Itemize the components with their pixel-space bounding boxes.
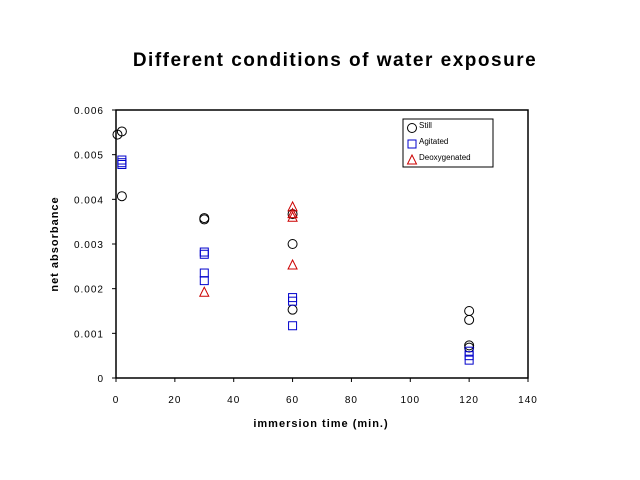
data-point-still — [199, 214, 210, 225]
data-point-deoxygenated — [287, 258, 298, 270]
y-tick-label: 0.002 — [74, 285, 104, 296]
y-tick-label: 0.003 — [74, 240, 104, 251]
x-tick-label: 140 — [518, 395, 538, 406]
legend-label-deoxygenated: Deoxygenated — [419, 153, 471, 162]
data-point-agitated — [199, 249, 209, 259]
y-axis: 0 0.001 0.002 0.003 0.004 0.005 0.006 — [74, 106, 116, 385]
x-tick-label: 40 — [227, 395, 240, 406]
data-point-still — [464, 306, 475, 316]
legend-label-agitated: Agitated — [419, 137, 448, 146]
y-tick-label: 0.001 — [74, 329, 104, 340]
legend-label-still: Still — [419, 121, 432, 130]
data-point-agitated — [199, 276, 209, 286]
x-tick-label: 60 — [286, 395, 299, 406]
x-axis-label: immersion time (min.) — [253, 418, 388, 430]
data-point-deoxygenated — [198, 286, 210, 297]
x-tick-label: 120 — [459, 395, 479, 406]
x-tick-label: 100 — [400, 395, 420, 406]
data-point-still — [464, 340, 475, 351]
data-point-agitated — [464, 355, 474, 365]
y-tick-label: 0.004 — [74, 195, 104, 206]
data-point-still — [287, 304, 298, 315]
data-point-agitated — [199, 247, 209, 257]
data-point-still — [116, 126, 127, 137]
legend-marker-agitated — [407, 139, 417, 149]
y-tick-label: 0.006 — [74, 106, 104, 117]
legend: Still Agitated Deoxygenated — [402, 118, 494, 168]
legend-marker-still — [407, 123, 417, 133]
x-tick-label: 20 — [168, 395, 181, 406]
data-point-still — [287, 239, 298, 249]
data-point-agitated — [199, 268, 209, 278]
data-point-agitated — [117, 158, 127, 168]
y-tick-label: 0.005 — [74, 151, 104, 162]
data-points — [112, 126, 475, 365]
chart-title: Different conditions of water exposure — [133, 50, 537, 71]
data-point-still — [116, 191, 127, 202]
data-point-deoxygenated — [287, 200, 298, 212]
legend-marker-deoxygenated — [406, 153, 418, 165]
y-axis-label: net absorbance — [49, 196, 61, 291]
x-tick-label: 80 — [345, 395, 358, 406]
data-point-agitated — [288, 296, 298, 306]
data-point-agitated — [288, 321, 298, 331]
x-tick-label: 0 — [113, 395, 120, 406]
data-point-deoxygenated — [287, 211, 298, 222]
x-axis: 0 20 40 60 80 100 120 140 — [113, 378, 538, 406]
legend-box — [402, 118, 494, 168]
data-point-deoxygenated — [287, 207, 298, 219]
y-tick-label: 0 — [97, 374, 104, 385]
data-point-still — [464, 314, 475, 325]
